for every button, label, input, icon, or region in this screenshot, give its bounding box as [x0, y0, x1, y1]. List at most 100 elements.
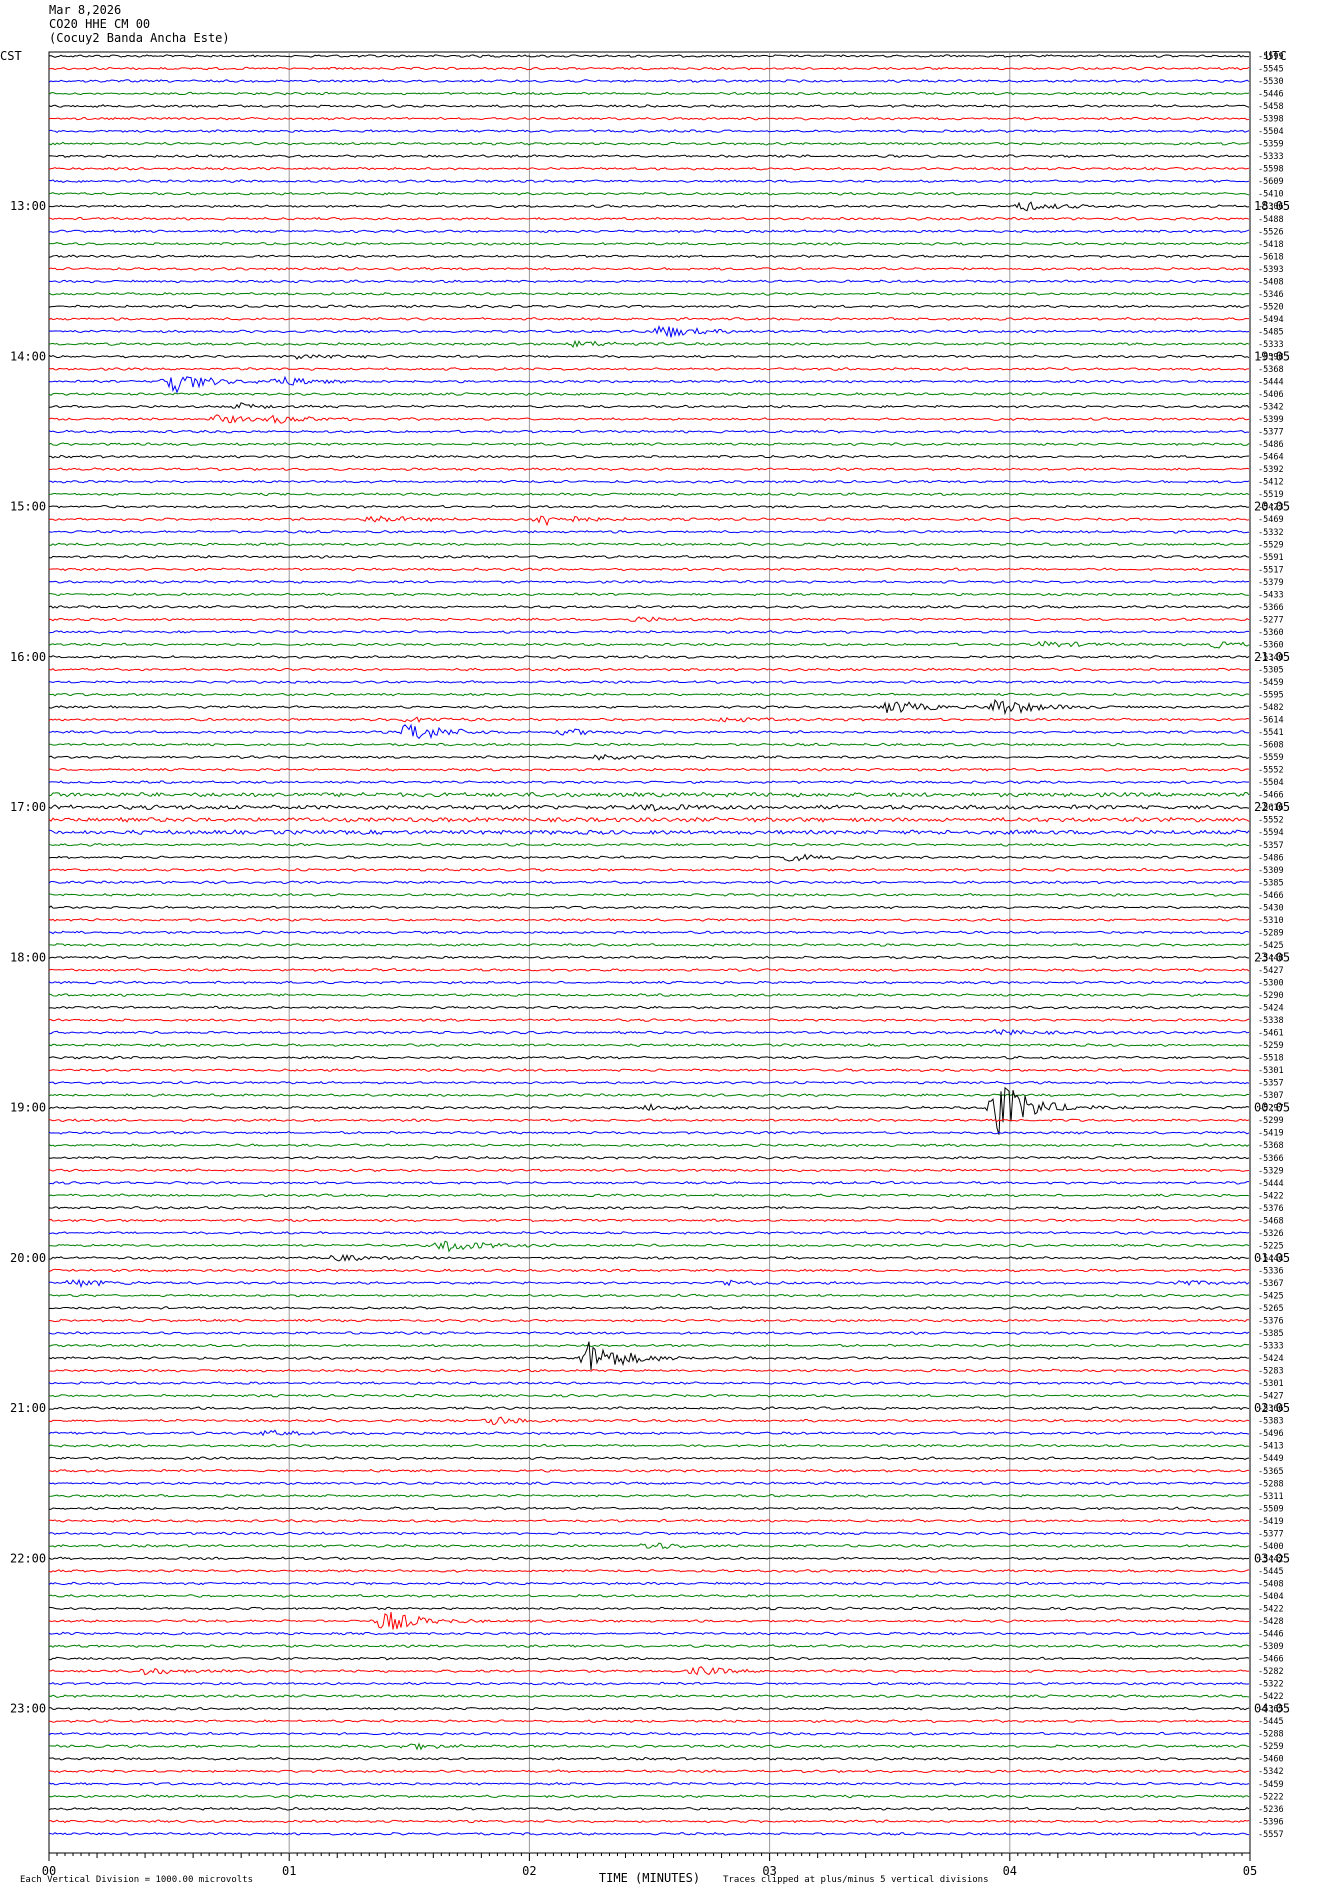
trace-line: [48, 753, 1250, 761]
trace-line: [48, 968, 1250, 972]
trace-line: [48, 529, 1250, 534]
trace-line: [48, 853, 1250, 862]
trace-line: [48, 1306, 1250, 1310]
trace-offset-label: -5464: [1258, 453, 1284, 463]
trace-offset-label: -5396: [1258, 1817, 1284, 1827]
trace-line: [48, 154, 1250, 159]
trace-line: [48, 1293, 1250, 1298]
trace-offset-label: -5518: [1258, 1054, 1284, 1064]
trace-line: [48, 402, 1250, 410]
trace-line: [48, 616, 1250, 623]
trace-line: [48, 1231, 1250, 1235]
trace-line: [48, 1456, 1250, 1461]
trace-line: [48, 1180, 1250, 1185]
left-hour-label: 14:00: [10, 349, 46, 363]
trace-offset-label: -5309: [1258, 866, 1284, 876]
trace-offset-label: -5428: [1258, 1617, 1284, 1627]
trace-line: [48, 141, 1250, 146]
trace-line: [48, 1468, 1249, 1473]
trace-line: [48, 542, 1250, 547]
trace-offset-label: -5552: [1258, 766, 1284, 776]
trace-offset-label: -5236: [1258, 1805, 1284, 1815]
trace-line: [48, 1068, 1250, 1072]
scale-note: Each Vertical Division = 1000.00 microvo…: [20, 1875, 253, 1885]
trace-line: [48, 1731, 1250, 1736]
trace-offset-label: -5357: [1258, 1079, 1284, 1089]
trace-offset-label: -5591: [1258, 553, 1284, 563]
trace-line: [48, 993, 1250, 997]
trace-line: [48, 1193, 1250, 1198]
left-hour-label: 15:00: [10, 500, 46, 514]
trace-offset-label: -5458: [1258, 102, 1284, 112]
trace-offset-label: -5459: [1258, 1780, 1284, 1790]
trace-offset-label: -5259: [1258, 1041, 1284, 1051]
trace-line: [48, 892, 1250, 897]
trace-offset-label: -5311: [1258, 1492, 1284, 1502]
trace-line: [48, 1569, 1250, 1573]
trace-line: [48, 1080, 1250, 1085]
trace-offset-label: -5377: [1258, 1529, 1284, 1539]
left-hour-label: 17:00: [10, 800, 46, 814]
trace-offset-label: -5541: [1258, 728, 1284, 738]
trace-line: [48, 867, 1250, 872]
trace-line: [48, 980, 1250, 985]
trace-offset-label: -5368: [1258, 1141, 1284, 1151]
header-date: Mar 8,2026: [49, 3, 122, 17]
left-hour-label: 13:00: [10, 199, 46, 213]
trace-offset-label: -5598: [1258, 352, 1284, 362]
trace-line: [48, 1612, 1250, 1630]
trace-line: [48, 179, 1250, 184]
trace-offset-label: -5340: [1258, 653, 1284, 663]
trace-line: [48, 216, 1250, 221]
trace-offset-label: -5283: [1258, 1367, 1284, 1377]
trace-line: [48, 1556, 1250, 1561]
trace-offset-label: -5377: [1258, 428, 1284, 438]
trace-line: [48, 492, 1250, 496]
trace-line: [48, 392, 1250, 396]
trace-offset-label: -5297: [1258, 1104, 1284, 1114]
right-hour-label: 18:05: [1254, 199, 1290, 213]
trace-offset-label: -5376: [1258, 1317, 1284, 1327]
trace-offset-label: -5342: [1258, 403, 1284, 413]
trace-line: [48, 325, 1250, 338]
trace-line: [48, 640, 1250, 649]
trace-offset-label: -5496: [1258, 1429, 1284, 1439]
trace-line: [48, 375, 1250, 394]
trace-line: [48, 1093, 1250, 1098]
x-tick-label: 02: [522, 1864, 536, 1878]
trace-offset-label: -5422: [1258, 1191, 1284, 1201]
trace-line: [48, 1416, 1250, 1426]
trace-offset-label: -5419: [1258, 1129, 1284, 1139]
trace-line: [48, 1806, 1250, 1811]
trace-offset-label: -5529: [1258, 540, 1284, 550]
trace-line: [48, 955, 1250, 960]
trace-line: [48, 515, 1250, 527]
trace-offset-label: -5366: [1258, 1154, 1284, 1164]
trace-offset-label: -5359: [1258, 140, 1284, 150]
trace-line: [48, 191, 1250, 196]
trace-line: [48, 723, 1250, 740]
trace-offset-label: -5488: [1258, 215, 1284, 225]
trace-line: [48, 1694, 1250, 1698]
trace-offset-label: -5419: [1258, 1517, 1284, 1527]
right-hour-label: 22:05: [1254, 800, 1290, 814]
trace-offset-label: -5427: [1258, 966, 1284, 976]
trace-offset-label: -5367: [1258, 1279, 1284, 1289]
trace-line: [48, 414, 1250, 424]
clip-note: Traces clipped at plus/minus 5 vertical …: [723, 1875, 989, 1885]
trace-line: [48, 1130, 1250, 1135]
trace-line: [48, 479, 1250, 484]
trace-line: [48, 291, 1250, 296]
header-station: CO20 HHE CM 00: [49, 17, 151, 31]
trace-offset-label: -5282: [1258, 1667, 1284, 1677]
trace-offset-label: -5365: [1258, 1705, 1284, 1715]
trace-offset-label: -5526: [1258, 227, 1284, 237]
trace-offset-label: -5448: [1258, 953, 1284, 963]
trace-line: [48, 1086, 1250, 1135]
trace-line: [48, 918, 1250, 922]
trace-line: [48, 716, 1250, 723]
right-hour-label: 04:05: [1254, 1702, 1290, 1716]
trace-line: [48, 1331, 1250, 1335]
trace-offset-label: -5486: [1258, 853, 1284, 863]
